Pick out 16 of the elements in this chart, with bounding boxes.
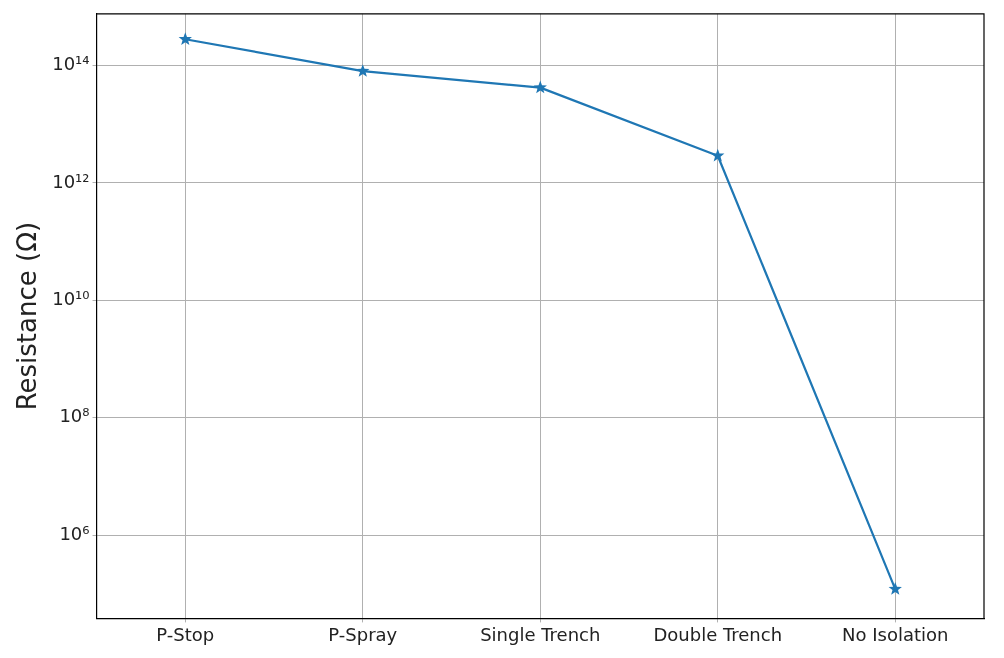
x-tick-label: Single Trench — [480, 623, 601, 645]
point — [711, 148, 725, 162]
point — [533, 80, 547, 94]
x-tick-label: No Isolation — [842, 623, 949, 645]
y-tick-label: 10¹⁴ — [52, 53, 90, 75]
y-tick-label: 10¹² — [52, 170, 90, 192]
point — [356, 64, 370, 77]
y-tick-label: 10⁸ — [59, 405, 90, 427]
x-tick-label: Double Trench — [653, 623, 783, 645]
x-tick-label: P-Spray — [328, 623, 398, 645]
point — [888, 582, 902, 595]
y-axis-title: Resistance (Ω) — [12, 221, 43, 411]
point — [178, 32, 192, 45]
x-tick-label: P-Stop — [156, 623, 215, 645]
y-tick-label: 10¹⁰ — [52, 287, 90, 309]
y-tick-label: 10⁶ — [59, 522, 90, 544]
